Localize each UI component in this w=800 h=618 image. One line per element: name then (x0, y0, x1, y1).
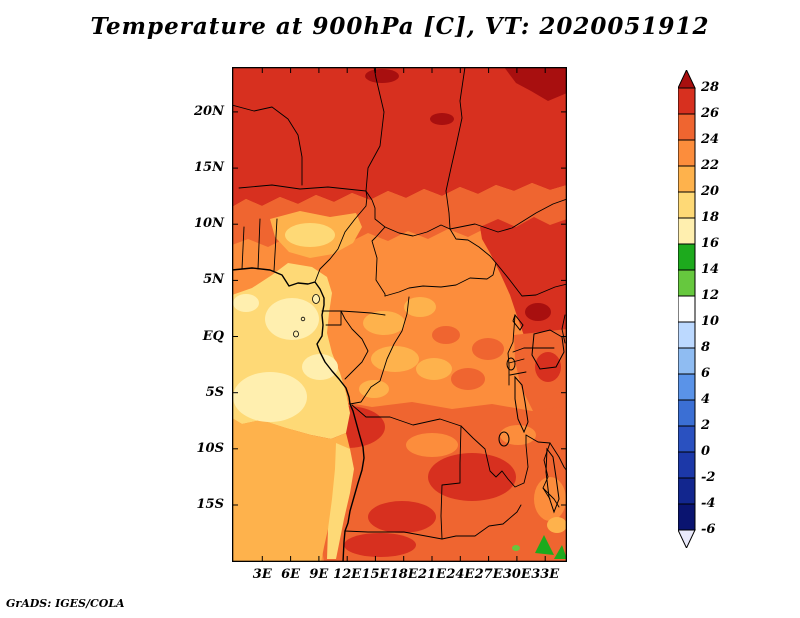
colorbar-segment (678, 321, 696, 349)
colorbar-value-label: 10 (701, 314, 720, 329)
lat-tick-label: 5S (205, 384, 224, 400)
colorbar-value-label: 16 (701, 236, 720, 251)
lon-tick-label: 27E (474, 567, 503, 582)
lon-tick-label: 3E (252, 567, 272, 582)
colorbar-segment (678, 347, 696, 375)
colorbar-segment (678, 477, 696, 505)
map-frame (232, 67, 567, 562)
lakes (498, 313, 565, 514)
colorbar-segment (678, 87, 696, 115)
lat-tick-label: 10S (196, 440, 224, 456)
coastline (232, 267, 365, 562)
islands (293, 294, 320, 338)
lat-tick-label: 10N (194, 216, 224, 232)
colorbar-value-label: 26 (701, 106, 720, 121)
colorbar-arrow-top (678, 70, 696, 89)
colorbar-segment (678, 269, 696, 297)
colorbar-segment (678, 451, 696, 479)
colorbar-value-label: 18 (701, 210, 720, 225)
colorbar-value-label: 0 (701, 444, 711, 459)
plot-title: Temperature at 900hPa [C], VT: 202005191… (90, 13, 710, 40)
colorbar-segment (678, 113, 696, 141)
lon-tick-label: 15E (361, 567, 390, 582)
colorbar-segment (678, 191, 696, 219)
colorbar-arrow-bottom (678, 529, 696, 548)
lon-tick-label: 18E (389, 567, 418, 582)
lat-tick-label: 20N (194, 103, 224, 119)
colorbar-value-label: 14 (701, 262, 720, 277)
colorbar-value-label: 28 (701, 80, 720, 95)
lon-tick-label: 33E (531, 567, 560, 582)
lon-tick-label: 21E (418, 567, 447, 582)
colorbar-value-label: 8 (701, 340, 711, 355)
lat-tick-label: 15S (196, 496, 224, 512)
lon-tick-label: 9E (309, 567, 329, 582)
colorbar-value-label: 4 (701, 392, 711, 407)
colorbar-value-label: 24 (701, 132, 720, 147)
temperature-fill (232, 67, 567, 562)
colorbar-value-label: 22 (701, 158, 720, 173)
lon-tick-label: 6E (281, 567, 301, 582)
colorbar-segment (678, 165, 696, 193)
colorbar-segment (678, 139, 696, 167)
colorbar-value-label: 6 (701, 366, 711, 381)
colorbar-segment (678, 295, 696, 323)
colorbar-segment (678, 243, 696, 271)
lon-tick-label: 12E (333, 567, 362, 582)
colorbar-value-label: 2 (701, 418, 711, 433)
lon-tick-label: 24E (446, 567, 475, 582)
colorbar-value-label: 12 (701, 288, 720, 303)
colorbar-value-label: -6 (701, 522, 716, 537)
temperature-map (232, 67, 567, 562)
colorbar-value-label: -2 (701, 470, 716, 485)
lon-tick-label: 30E (502, 567, 531, 582)
colorbar-segment (678, 425, 696, 453)
country-borders (232, 67, 567, 540)
colorbar-segment (678, 399, 696, 427)
colorbar-segment (678, 503, 696, 531)
colorbar-value-label: 20 (701, 184, 720, 199)
lat-tick-label: 15N (194, 160, 224, 176)
credit-text: GrADS: IGES/COLA (6, 597, 125, 610)
lat-tick-label: EQ (202, 328, 224, 344)
map-border (232, 67, 567, 562)
colorbar-value-label: -4 (701, 496, 716, 511)
colorbar (678, 70, 702, 548)
colorbar-segment (678, 217, 696, 245)
lat-tick-label: 5N (203, 272, 224, 288)
colorbar-segment (678, 373, 696, 401)
